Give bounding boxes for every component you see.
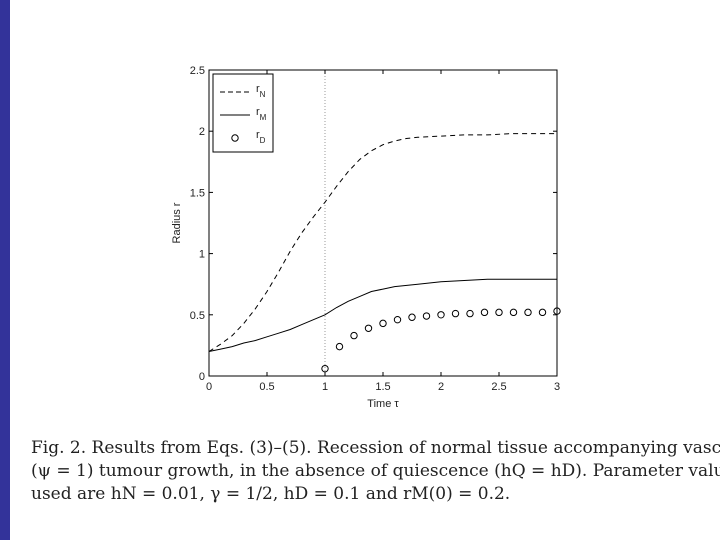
y-axis-label: Radius r [171,202,183,243]
series-rD-point [393,315,402,324]
x-tick-label: 1.5 [375,381,390,393]
legend-swatch-rD [231,134,239,142]
series-rD-point [364,324,373,332]
series-rD-point [321,364,329,373]
y-tick-label: 1 [199,249,205,261]
series-rD-point [451,309,460,318]
series-rD-point [538,308,547,317]
x-tick-label: 3 [554,381,560,393]
legend-label-rD: rD [256,129,266,145]
y-tick-label: 0.5 [190,310,205,322]
legend: rN rM rD [212,73,274,153]
caption-line-1: Fig. 2. Results from Eqs. (3)–(5). Reces… [31,438,720,458]
x-tick-label: 2.5 [491,381,506,393]
series-rD-point [480,308,489,317]
series-rN-line [208,133,557,352]
x-tick-label: 0.5 [259,381,274,393]
legend-label-rN: rN [256,83,266,99]
series-rD-point [524,308,532,317]
series-rD-point [379,319,387,328]
series-rD-point [422,312,431,320]
series-rD-point [350,331,358,340]
legend-label-rM: rM [256,106,267,122]
legend-box [212,73,274,153]
series-rD-point [437,311,445,319]
y-tick-label: 2.5 [190,65,205,77]
series-rD-point [495,308,503,317]
y-tick-label: 0 [199,371,205,383]
series-rD-point [408,313,416,321]
y-tick-label: 2 [199,126,205,138]
radius-chart: 0 0.5 1 1.5 2 2.5 3 0 0.5 1 1.5 2 2.5 rN rM rD Time… [171,65,561,410]
x-tick-label: 0 [206,381,212,393]
caption-line-2: (ψ = 1) tumour growth, in the absence of… [31,461,720,481]
series-rM-line [208,278,557,352]
series-rD-point [509,308,518,317]
x-axis-label: Time τ [367,398,399,410]
left-accent-bar [0,0,10,540]
x-tick-label: 1 [322,381,328,393]
series-rD-point [553,307,561,315]
x-tick-label: 2 [438,381,444,393]
series-rD-point [466,309,474,318]
caption-line-3: used are hN = 0.01, γ = 1/2, hD = 0.1 an… [31,484,511,504]
series-rD-point [335,342,344,351]
y-tick-label: 1.5 [190,187,205,199]
figure-caption: Fig. 2. Results from Eqs. (3)–(5). Reces… [31,437,720,506]
